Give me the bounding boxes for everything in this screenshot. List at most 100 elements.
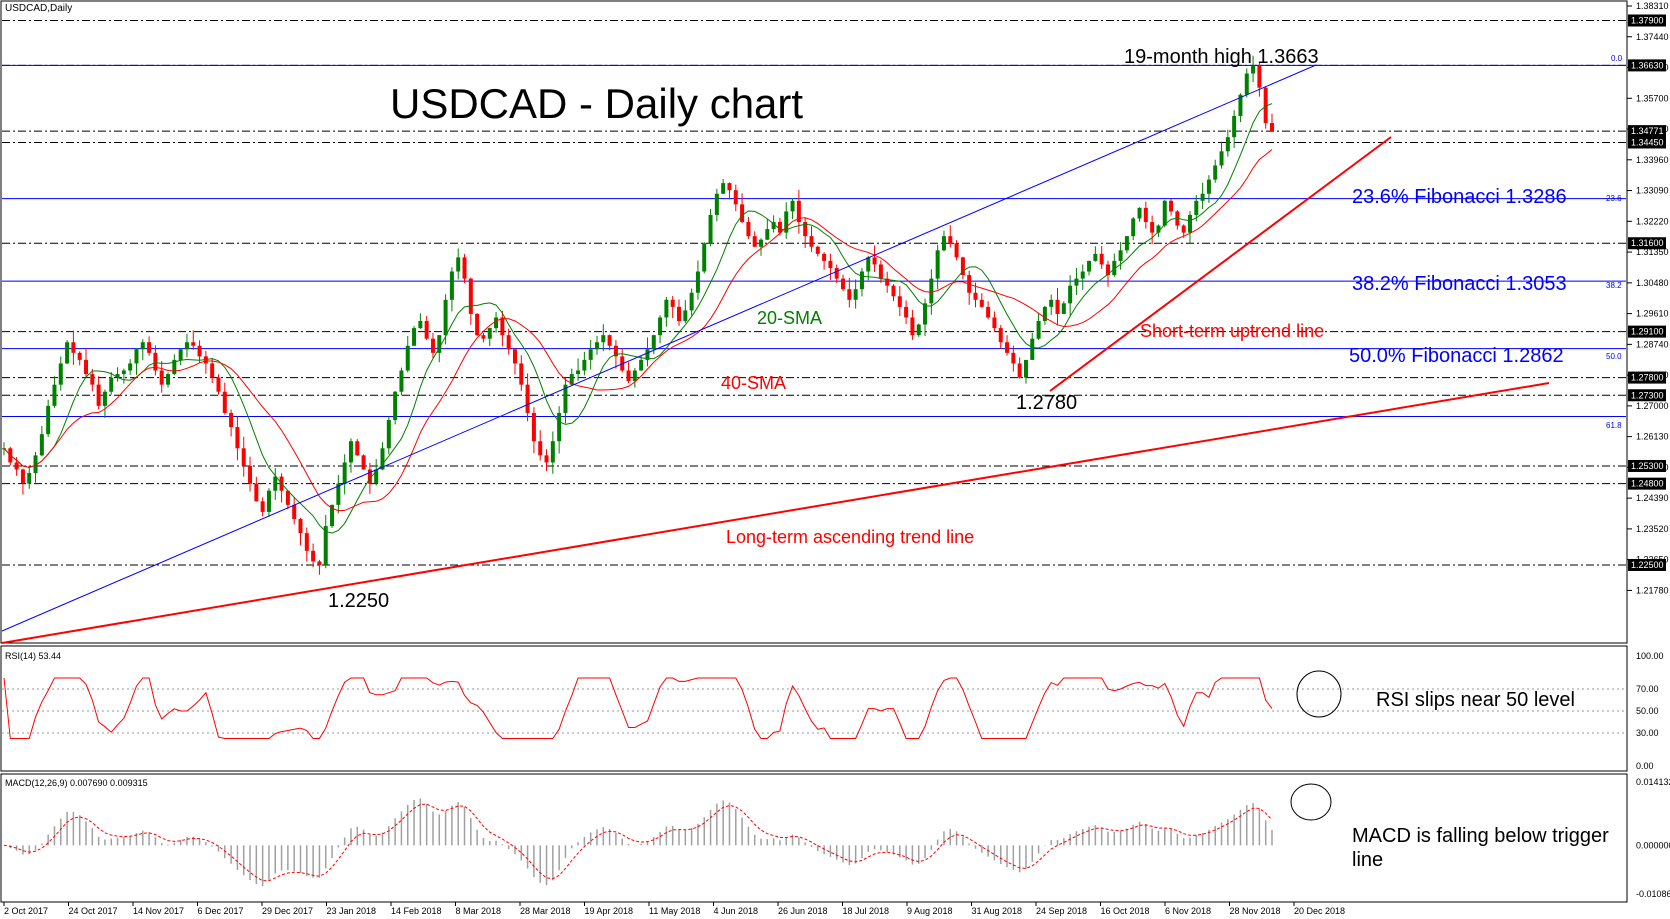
level-box-label: 1.36630 [1631,60,1664,70]
candle-body [1080,271,1085,279]
rsi-note: RSI slips near 50 level [1376,689,1575,711]
candle-body [374,469,379,484]
level-box [1628,389,1666,402]
time-tick-label: 2 Oct 2017 [4,906,48,916]
candle-body [1194,200,1199,215]
candle-body [153,352,158,371]
time-axis: 2 Oct 2017 24 Oct 2017 14 Nov 2017 6 Dec 20… [3,902,1345,916]
candle-body [601,335,606,343]
long-term-trend-line [1,382,1550,644]
candle-body [1251,65,1256,74]
level-box-label: 1.31600 [1631,238,1664,248]
candle-body [191,342,196,346]
candle-body [714,193,719,215]
candle-body [544,455,549,463]
price-tick-label: 1.24390 [1636,493,1669,503]
candle-body [1055,299,1060,314]
candle-body [1206,179,1211,194]
candle-body [576,370,581,375]
channel-line [1,64,1317,632]
candle-body [109,377,114,392]
candle-body [121,370,126,375]
time-tick-label: 16 Oct 2018 [1101,906,1150,916]
level-box [1628,325,1666,338]
candle-body [670,299,675,307]
candle-body [1118,250,1123,261]
candle-body [443,299,448,336]
candle-body [430,338,435,353]
candle-body [1068,285,1073,304]
candle-body [594,342,599,350]
level-box-label: 1.37900 [1631,15,1664,25]
rsi-line [3,677,1273,739]
macd-tick-label: 0.014132 [1636,777,1670,787]
candle-body [986,306,991,318]
candle-body [241,448,246,466]
time-tick-label: 14 Nov 2017 [133,906,184,916]
candle-body [361,455,366,470]
candle-body [128,363,133,371]
candle-body [342,462,347,484]
candle-body [765,229,770,240]
candle-body [727,183,732,191]
candle-body [380,448,385,470]
price-tick-label: 1.26130 [1636,432,1669,442]
candle-body [853,289,858,300]
candle-body [77,352,82,360]
candle-body [424,321,429,339]
candle-body [1181,225,1186,233]
short-term-trend-line [1049,136,1392,392]
sma40-label: 40-SMA [721,373,786,393]
candle-body [702,243,707,272]
candle-body [506,335,511,350]
candle-body [708,214,713,244]
macd-highlight-circle [1290,783,1332,821]
candle-body [683,310,688,322]
level-box [1628,59,1666,72]
candle-body [1087,260,1092,272]
candle-body [689,292,694,311]
sma-40-line [3,149,1273,512]
candle-body [1131,218,1136,237]
candle-body [1219,151,1224,166]
candle-body [96,384,101,406]
time-tick-label: 6 Dec 2017 [198,906,244,916]
rsi-header: RSI(14) 53.44 [5,651,61,661]
level-box-label: 1.34450 [1631,137,1664,147]
symbol-label: USDCAD,Daily [5,3,72,14]
trend-lines [1,64,1550,644]
candle-body [828,260,833,268]
candle-body [1017,363,1022,378]
chart-title: USDCAD - Daily chart [390,80,803,127]
candle-body [487,328,492,339]
candle-body [784,211,789,233]
candle-body [475,313,480,336]
candle-body [500,317,505,336]
candle-body [740,204,745,223]
candle-body [512,349,517,364]
candle-body [197,345,202,357]
candle-body [20,469,25,484]
time-tick-label: 28 Mar 2018 [520,906,571,916]
candle-body [563,384,568,413]
candle-body [1023,359,1028,378]
candle-body [399,370,404,392]
candle-body [815,246,820,254]
candle-body [588,349,593,360]
time-tick-label: 29 Dec 2017 [262,906,313,916]
time-tick-label: 20 Dec 2018 [1294,906,1345,916]
price-tick-label: 1.29610 [1636,309,1669,319]
level-box-label: 1.27800 [1631,373,1664,383]
candle-body [834,267,839,279]
candle-body [437,335,442,353]
candle-body [260,501,265,512]
time-tick-label: 31 Aug 2018 [972,906,1023,916]
macd-note-line2: line [1352,849,1383,871]
candle-body [1187,214,1192,233]
candle-body [891,285,896,297]
level-box [1628,459,1666,472]
candle-body [336,483,341,505]
level-box-label: 1.25300 [1631,461,1664,471]
level-box [1628,558,1666,571]
candle-body [695,271,700,293]
